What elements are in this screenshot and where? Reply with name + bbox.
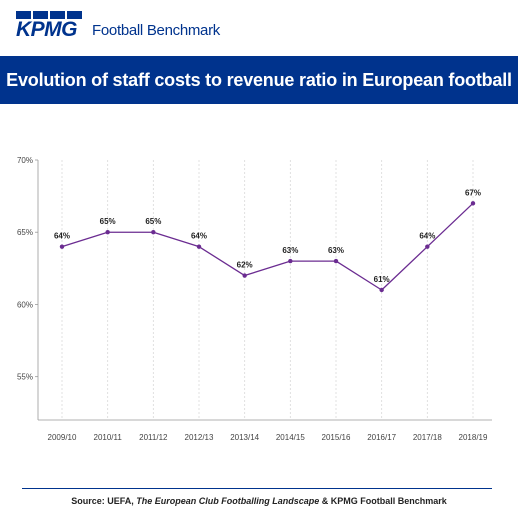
data-label: 61%: [374, 275, 390, 284]
data-point: [242, 273, 247, 278]
data-label: 64%: [419, 232, 435, 241]
series: [59, 201, 476, 293]
data-label: 63%: [282, 246, 298, 255]
x-tick-label: 2017/18: [413, 433, 442, 442]
x-tick-label: 2015/16: [322, 433, 351, 442]
kpmg-logo-bars: [16, 11, 82, 19]
y-tick-label: 70%: [17, 156, 33, 165]
data-point: [425, 244, 430, 249]
source-prefix: Source: UEFA,: [71, 496, 137, 506]
header: KPMG Football Benchmark: [0, 0, 518, 56]
data-point: [105, 230, 110, 235]
data-label: 63%: [328, 246, 344, 255]
data-label: 64%: [191, 232, 207, 241]
data-point: [470, 201, 476, 206]
x-tick-label: 2010/11: [94, 433, 123, 442]
x-tick-label: 2011/12: [139, 433, 168, 442]
data-point: [196, 244, 202, 249]
y-axis-ticks: 55% 60% 65% 70%: [17, 156, 38, 382]
series-line: [61, 202, 474, 291]
data-labels: 64% 65% 65% 64% 62% 63% 63% 61% 64% 67%: [54, 188, 481, 284]
source-divider: [22, 488, 492, 489]
x-tick-label: 2013/14: [230, 433, 259, 442]
x-tick-label: 2009/10: [48, 433, 77, 442]
data-label: 67%: [465, 188, 481, 197]
data-point: [288, 258, 293, 264]
x-tick-label: 2016/17: [367, 433, 396, 442]
line-chart: 55% 60% 65% 70% 2009/10 2010/11 2011/12 2012/1…: [17, 156, 492, 442]
source-suffix: & KPMG Football Benchmark: [319, 496, 447, 506]
product-name: Football Benchmark: [92, 22, 220, 39]
x-tick-label: 2018/19: [459, 433, 488, 442]
kpmg-logo: KPMG: [16, 18, 78, 41]
data-label: 65%: [145, 217, 161, 226]
y-tick-label: 65%: [17, 228, 33, 237]
chart-title: Evolution of staff costs to revenue rati…: [6, 69, 512, 90]
data-point: [59, 244, 65, 249]
data-point: [333, 258, 339, 264]
data-point: [379, 287, 384, 293]
x-tick-label: 2012/13: [185, 433, 214, 442]
source-note: Source: UEFA, The European Club Football…: [0, 496, 518, 506]
data-label: 62%: [237, 261, 253, 270]
x-axis-ticks: 2009/10 2010/11 2011/12 2012/13 2013/14 2014/…: [48, 433, 488, 442]
data-label: 65%: [100, 217, 116, 226]
y-tick-label: 55%: [17, 373, 33, 382]
data-point: [151, 230, 156, 235]
x-tick-label: 2014/15: [276, 433, 305, 442]
grid-lines: [61, 160, 474, 420]
source-publication: The European Club Footballing Landscape: [136, 496, 320, 506]
data-label: 64%: [54, 232, 70, 241]
title-banner: Evolution of staff costs to revenue rati…: [0, 56, 518, 104]
axes: [37, 160, 492, 421]
y-tick-label: 60%: [17, 300, 33, 309]
